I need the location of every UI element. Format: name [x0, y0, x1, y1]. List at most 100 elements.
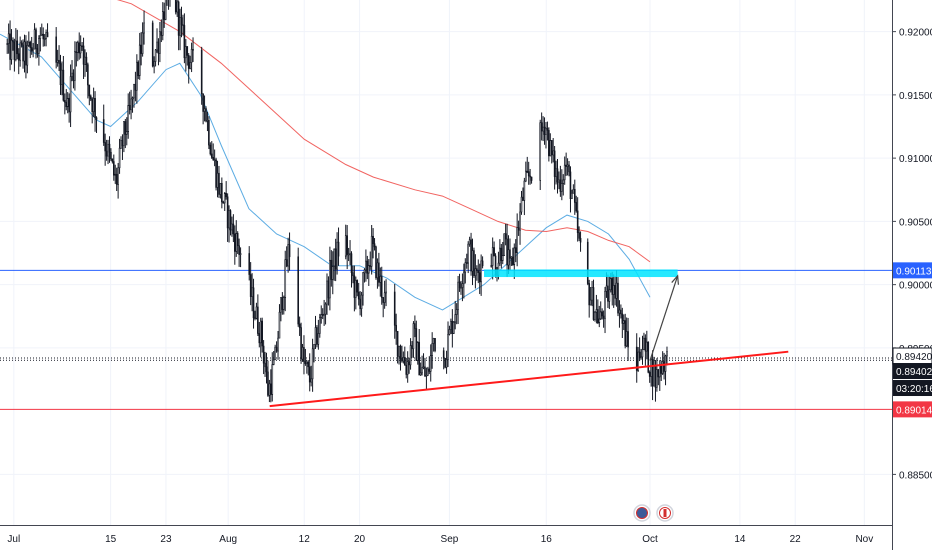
- candle-body: [154, 49, 157, 62]
- candle-body: [107, 143, 109, 157]
- candle: [28, 31, 30, 48]
- countdown-tag-bg: [893, 380, 932, 397]
- candle-body: [576, 210, 579, 233]
- y-tick-label: 0.90500: [899, 217, 932, 228]
- candle-body: [540, 122, 543, 132]
- candle-body: [306, 361, 308, 364]
- candle-body: [416, 342, 419, 361]
- candle: [300, 322, 302, 364]
- candle: [558, 171, 560, 190]
- candle: [393, 283, 396, 339]
- candle: [10, 29, 13, 65]
- candle: [651, 350, 654, 401]
- candle: [156, 28, 158, 53]
- candle: [92, 87, 95, 118]
- candle-body: [344, 235, 347, 257]
- candle-body: [380, 276, 383, 298]
- candle-body: [432, 338, 435, 344]
- candle-body: [133, 83, 135, 99]
- candle: [597, 299, 599, 325]
- candle: [79, 35, 82, 59]
- line-price-tag: 0.90113: [893, 262, 932, 279]
- candle: [592, 279, 595, 321]
- candle-body: [359, 298, 361, 310]
- calendar-event-icon[interactable]: [633, 504, 651, 522]
- candle: [189, 55, 191, 70]
- canada-flag-icon[interactable]: [656, 504, 674, 522]
- candle: [545, 122, 547, 149]
- candle: [248, 246, 251, 281]
- candle-body: [43, 38, 46, 40]
- candle: [249, 262, 252, 306]
- candle-body: [401, 358, 403, 362]
- candle: [621, 307, 624, 338]
- candle-body: [208, 120, 210, 146]
- candle: [120, 136, 122, 149]
- candle: [640, 348, 642, 360]
- candle-body: [15, 40, 17, 60]
- candle: [468, 236, 471, 247]
- candle: [527, 161, 530, 185]
- projection-arrow[interactable]: [649, 275, 679, 361]
- candle: [473, 247, 475, 278]
- candle-body: [185, 46, 187, 59]
- candle: [579, 231, 582, 252]
- candle: [124, 118, 127, 149]
- candle-body: [187, 55, 190, 69]
- candle-body: [249, 274, 252, 297]
- candle: [608, 276, 611, 310]
- support-trendline[interactable]: [269, 350, 789, 408]
- candle: [347, 247, 350, 262]
- candle: [275, 341, 278, 353]
- candle-body: [239, 253, 242, 255]
- candle-body: [393, 291, 396, 326]
- candle-body: [594, 311, 596, 320]
- candle-body: [186, 46, 189, 56]
- candle-body: [618, 309, 621, 314]
- candle-body: [284, 259, 287, 298]
- x-tick-label: 20: [354, 534, 366, 545]
- candle: [517, 220, 520, 236]
- candle-body: [481, 260, 484, 267]
- candle: [416, 341, 419, 365]
- x-tick-label: Aug: [219, 534, 237, 545]
- resistance-zone[interactable]: [484, 269, 678, 278]
- candle: [45, 29, 47, 47]
- candle: [428, 356, 431, 375]
- candle-body: [56, 59, 59, 63]
- candle-body: [81, 45, 83, 48]
- candle: [228, 205, 230, 243]
- candle-body: [66, 97, 69, 108]
- candle-body: [40, 33, 43, 36]
- candle-body: [366, 260, 369, 274]
- candle-body: [601, 311, 603, 317]
- candle: [331, 251, 334, 295]
- candle: [311, 338, 314, 392]
- candle: [530, 176, 533, 184]
- candle-body: [641, 349, 644, 358]
- candle-body: [87, 64, 89, 86]
- candle-body: [461, 283, 464, 288]
- candle-body: [94, 97, 96, 119]
- candle: [562, 174, 565, 196]
- price-tag: 0.89402: [893, 363, 932, 380]
- candle: [604, 286, 606, 334]
- candle: [641, 335, 644, 365]
- candle-body: [365, 260, 367, 271]
- candle-body: [62, 69, 65, 101]
- candle: [282, 295, 285, 315]
- candle-body: [298, 323, 301, 328]
- event-icon-layer: [633, 504, 674, 522]
- candle-body: [125, 131, 128, 135]
- candle-body: [647, 341, 650, 373]
- candle-body: [219, 182, 222, 195]
- candle-body: [450, 320, 452, 330]
- candle-body: [373, 243, 376, 248]
- candle-body: [517, 227, 520, 231]
- candle-body: [473, 250, 475, 276]
- candle-body: [39, 35, 42, 39]
- candle: [380, 266, 383, 305]
- candle-body: [316, 327, 318, 345]
